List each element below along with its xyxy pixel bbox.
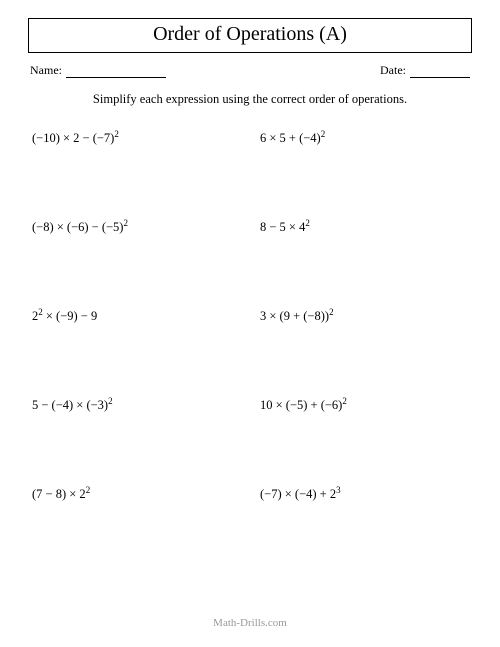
title-box: Order of Operations (A) <box>28 18 472 53</box>
footer-credit: Math-Drills.com <box>0 617 500 629</box>
date-input-line[interactable] <box>410 65 470 78</box>
problems-grid: (−10) × 2 − (−7)2 6 × 5 + (−4)2 (−8) × (… <box>28 131 472 502</box>
problem-l5: (7 − 8) × 22 <box>32 487 240 502</box>
problem-l2: (−8) × (−6) − (−5)2 <box>32 220 240 235</box>
problem-r1: 6 × 5 + (−4)2 <box>260 131 468 146</box>
problem-r4: 10 × (−5) + (−6)2 <box>260 398 468 413</box>
worksheet-title: Order of Operations (A) <box>29 23 471 46</box>
date-label: Date: <box>380 63 406 78</box>
problem-l1: (−10) × 2 − (−7)2 <box>32 131 240 146</box>
meta-row: Name: Date: <box>28 63 472 78</box>
date-field: Date: <box>380 63 470 78</box>
name-label: Name: <box>30 63 62 78</box>
problem-l3: 22 × (−9) − 9 <box>32 309 240 324</box>
problem-r2: 8 − 5 × 42 <box>260 220 468 235</box>
problem-r3: 3 × (9 + (−8))2 <box>260 309 468 324</box>
instructions: Simplify each expression using the corre… <box>28 92 472 107</box>
problem-l4: 5 − (−4) × (−3)2 <box>32 398 240 413</box>
problem-r5: (−7) × (−4) + 23 <box>260 487 468 502</box>
name-input-line[interactable] <box>66 65 166 78</box>
name-field: Name: <box>30 63 166 78</box>
